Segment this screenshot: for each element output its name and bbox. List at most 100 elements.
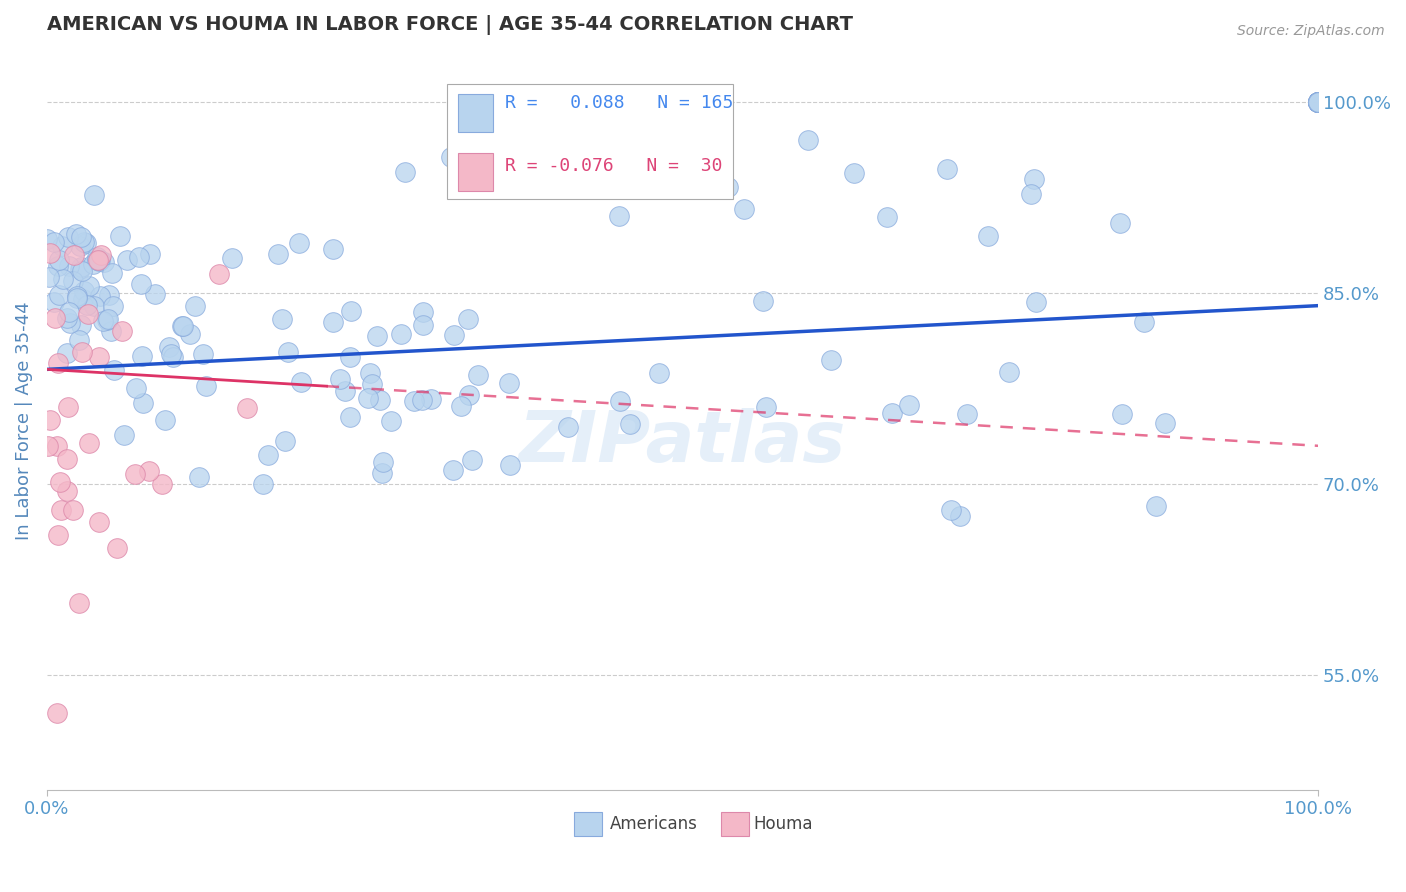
Point xyxy=(290,375,312,389)
Point xyxy=(89,289,111,303)
Point xyxy=(412,305,434,319)
Point xyxy=(412,318,434,333)
Point xyxy=(607,209,630,223)
Point xyxy=(366,329,388,343)
Point xyxy=(58,259,80,273)
Point xyxy=(195,378,218,392)
Point xyxy=(755,400,778,414)
Point xyxy=(101,299,124,313)
Text: Houma: Houma xyxy=(754,814,813,833)
Point xyxy=(48,288,70,302)
Point xyxy=(717,180,740,194)
Point xyxy=(339,350,361,364)
Point xyxy=(499,458,522,473)
Point xyxy=(179,327,201,342)
Point xyxy=(461,452,484,467)
Point xyxy=(90,248,112,262)
Point xyxy=(360,377,382,392)
Point xyxy=(86,250,108,264)
Point xyxy=(467,368,489,382)
Point xyxy=(359,366,381,380)
Point xyxy=(170,319,193,334)
Point xyxy=(458,388,481,402)
Point xyxy=(59,316,82,330)
Point xyxy=(609,393,631,408)
Point xyxy=(187,470,209,484)
Point xyxy=(1308,95,1330,109)
Point xyxy=(1308,95,1330,109)
Point xyxy=(48,253,70,268)
Point xyxy=(371,466,394,480)
Point xyxy=(89,515,111,529)
Point xyxy=(58,230,80,244)
Point xyxy=(1308,95,1330,109)
Point xyxy=(139,247,162,261)
Point xyxy=(83,299,105,313)
Point xyxy=(103,363,125,377)
Point xyxy=(83,188,105,202)
Point xyxy=(1308,95,1330,109)
Point xyxy=(75,236,97,251)
Point xyxy=(108,228,131,243)
Bar xyxy=(457,94,494,132)
Point xyxy=(277,344,299,359)
Point xyxy=(1308,95,1330,109)
Point xyxy=(67,333,90,347)
Point xyxy=(58,304,80,318)
Point xyxy=(1308,95,1330,109)
Point xyxy=(38,270,60,285)
Point xyxy=(1308,95,1330,109)
Point xyxy=(66,289,89,303)
Point xyxy=(124,467,146,481)
Point xyxy=(236,401,259,415)
Point xyxy=(66,291,89,305)
Point xyxy=(322,315,344,329)
Point xyxy=(1308,95,1330,109)
Point xyxy=(1308,95,1330,109)
Point xyxy=(96,312,118,326)
Point xyxy=(949,508,972,523)
Point xyxy=(457,312,479,326)
Point xyxy=(42,235,65,249)
Point xyxy=(619,417,641,431)
Point xyxy=(69,318,91,332)
Point xyxy=(132,395,155,409)
Point xyxy=(1308,95,1330,109)
Point xyxy=(368,393,391,408)
Point xyxy=(1133,315,1156,329)
Point xyxy=(1308,95,1330,109)
Point xyxy=(48,475,70,490)
Point xyxy=(73,284,96,298)
Point xyxy=(1308,95,1330,109)
Point xyxy=(38,245,60,260)
Point xyxy=(557,420,579,434)
Text: AMERICAN VS HOUMA IN LABOR FORCE | AGE 35-44 CORRELATION CHART: AMERICAN VS HOUMA IN LABOR FORCE | AGE 3… xyxy=(46,15,853,35)
Text: Source: ZipAtlas.com: Source: ZipAtlas.com xyxy=(1237,24,1385,38)
Point xyxy=(1308,95,1330,109)
Point xyxy=(129,277,152,291)
Point xyxy=(87,252,110,267)
Bar xyxy=(457,153,494,191)
Point xyxy=(191,347,214,361)
Text: ZIPatlas: ZIPatlas xyxy=(519,408,846,477)
Point xyxy=(160,347,183,361)
Point xyxy=(1111,407,1133,421)
Point xyxy=(87,350,110,364)
Point xyxy=(48,528,70,542)
Point xyxy=(97,312,120,326)
Point xyxy=(897,398,920,412)
Point xyxy=(394,165,416,179)
Point xyxy=(450,399,472,413)
Point xyxy=(257,448,280,462)
Point xyxy=(752,293,775,308)
Point xyxy=(411,393,433,408)
Point xyxy=(150,477,173,491)
Point xyxy=(340,303,363,318)
Point xyxy=(1308,95,1330,109)
Point xyxy=(69,238,91,252)
Point xyxy=(443,327,465,342)
Point xyxy=(55,346,77,360)
Point xyxy=(49,502,72,516)
Point xyxy=(998,365,1021,379)
Point xyxy=(1308,95,1330,109)
